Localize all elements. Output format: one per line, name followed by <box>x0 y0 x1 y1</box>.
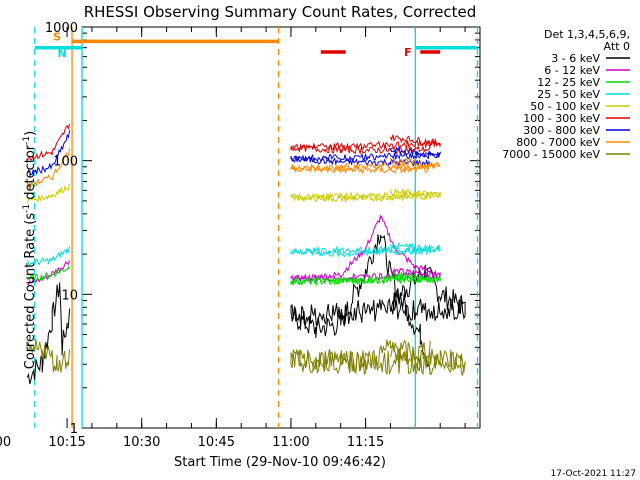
y-tick-label: 1 <box>70 422 78 437</box>
series-7 <box>26 148 441 188</box>
y-axis-label-end: ) <box>23 131 38 136</box>
x-tick-label: 11:15 <box>347 435 384 450</box>
legend-header-line1: Det 1,3,4,5,6,9, <box>544 28 630 41</box>
x-tick-label: 10:15 <box>48 435 85 450</box>
series-line <box>290 215 441 283</box>
x-tick-label: 10:45 <box>198 435 235 450</box>
series-line <box>290 146 442 168</box>
legend-label: 100 - 300 keV <box>523 112 600 125</box>
series-line <box>26 130 71 176</box>
legend-label: 25 - 50 keV <box>537 88 600 101</box>
series-6 <box>26 130 442 176</box>
y-axis-label-sup1: -1 <box>22 204 32 213</box>
series-line <box>27 265 71 282</box>
plot-area: SN F <box>26 26 481 429</box>
series-line <box>290 157 441 175</box>
series-line <box>26 282 71 385</box>
legend-label: 50 - 100 keV <box>530 100 600 113</box>
series-line <box>26 339 71 373</box>
legend-label: 300 - 800 keV <box>523 124 600 137</box>
series-8 <box>26 339 466 377</box>
chart-title: RHESSI Observing Summary Count Rates, Co… <box>84 3 477 21</box>
series-line <box>290 134 441 156</box>
series-line <box>290 241 441 258</box>
series-5 <box>26 123 441 162</box>
series-line <box>290 234 466 374</box>
event-marker-label: F <box>404 46 412 59</box>
series-2 <box>27 265 441 287</box>
x-tick-label: 10:00 <box>0 435 11 450</box>
y-axis-label-mid: detector <box>23 144 38 204</box>
legend-header-line2: Att 0 <box>604 40 630 53</box>
svg-text:Corrected Count Rate (s-1 dete: Corrected Count Rate (s-1 detector-1) <box>22 131 38 369</box>
legend-label: 3 - 6 keV <box>551 52 600 65</box>
plot-frame <box>81 26 481 429</box>
y-tick-label: 1000 <box>45 21 78 36</box>
y-axis-label-main: Corrected Count Rate (s <box>23 213 38 370</box>
y-tick-label: 100 <box>53 155 78 170</box>
y-tick-label: 10 <box>61 288 78 303</box>
event-marker-label: N <box>57 47 66 60</box>
series-line <box>26 123 71 162</box>
series-line <box>290 339 466 377</box>
legend-label: 6 - 12 keV <box>544 64 600 77</box>
timestamp: 17-Oct-2021 11:27 <box>551 469 636 479</box>
legend-label: 7000 - 15000 keV <box>502 148 600 161</box>
series-3 <box>26 241 441 269</box>
event-marker-label: S <box>53 30 61 43</box>
series-line <box>26 183 71 204</box>
y-axis-label: Corrected Count Rate (s-1 detector-1) <box>22 131 38 369</box>
legend-label: 800 - 7000 keV <box>516 136 600 149</box>
series-line <box>290 187 441 204</box>
x-tick-label: 11:00 <box>272 435 309 450</box>
series-0 <box>26 234 466 385</box>
y-axis-label-sup2: -1 <box>22 136 32 145</box>
x-axis-label: Start Time (29-Nov-10 09:46:42) <box>174 455 386 470</box>
series-line <box>26 246 71 269</box>
series-4 <box>26 183 441 204</box>
series-line <box>290 270 441 287</box>
series-line <box>26 148 71 188</box>
x-tick-label: 10:30 <box>123 435 160 450</box>
legend-label: 12 - 25 keV <box>537 76 600 89</box>
